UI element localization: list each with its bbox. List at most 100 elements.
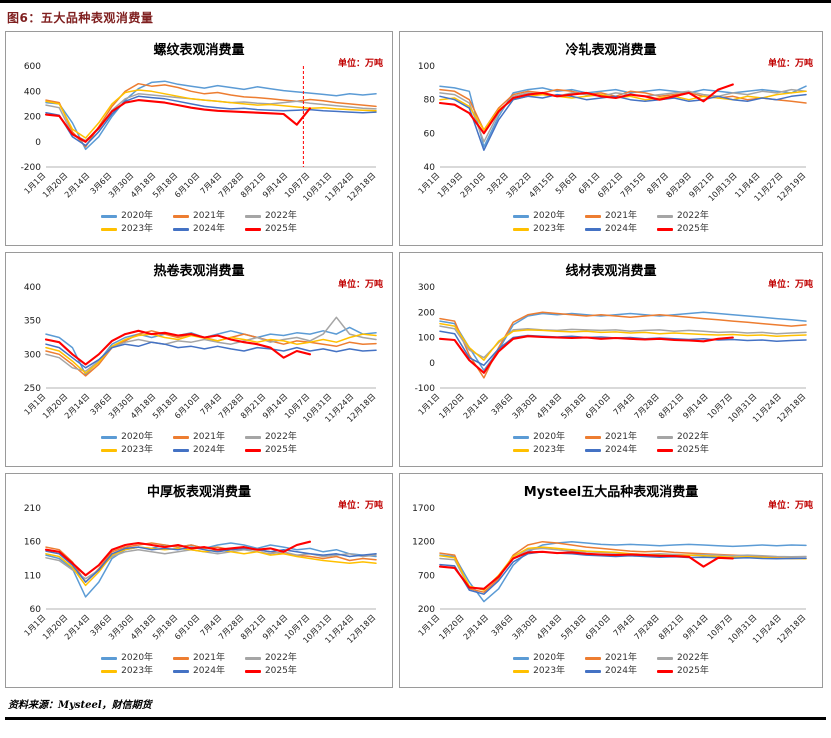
series-2025年 bbox=[438, 550, 734, 590]
svg-text:7月15日: 7月15日 bbox=[619, 171, 647, 199]
legend-label: 2021年 bbox=[605, 432, 637, 442]
legend-swatch bbox=[585, 435, 602, 439]
svg-text:1200: 1200 bbox=[412, 538, 435, 548]
legend-item-2024年: 2024年 bbox=[585, 665, 637, 677]
series-2024年 bbox=[45, 341, 377, 369]
svg-text:-100: -100 bbox=[415, 384, 436, 394]
legend-item-2021年: 2021年 bbox=[585, 652, 637, 664]
svg-text:9月14日: 9月14日 bbox=[681, 392, 709, 420]
svg-text:400: 400 bbox=[24, 283, 41, 293]
svg-text:200: 200 bbox=[418, 605, 435, 615]
svg-text:4月18日: 4月18日 bbox=[535, 613, 563, 641]
series-2021年 bbox=[45, 330, 377, 377]
series-2025年 bbox=[44, 540, 312, 577]
legend-item-2020年: 2020年 bbox=[513, 652, 565, 664]
chart-box-2: 冷轧表观消费量 单位：万吨 40 60 80 100 1月1日 1月19日 2月10日 3月2日 3… bbox=[399, 31, 823, 246]
legend-item-2022年: 2022年 bbox=[244, 652, 297, 664]
series-2025年 bbox=[438, 335, 734, 374]
svg-text:4月15日: 4月15日 bbox=[527, 171, 555, 199]
legend-swatch bbox=[101, 214, 118, 218]
legend-item-2022年: 2022年 bbox=[656, 652, 709, 664]
legend-label: 2024年 bbox=[605, 224, 637, 234]
svg-text:40: 40 bbox=[424, 163, 436, 173]
legend-swatch bbox=[656, 669, 673, 673]
legend-swatch bbox=[101, 227, 118, 231]
chart-box-1: 螺纹表观消费量 单位：万吨 -200 0 200 400 600 1月1日 1月20日 2月14日… bbox=[5, 31, 393, 246]
svg-text:300: 300 bbox=[418, 283, 435, 293]
figure-title: 图6：五大品种表观消费量 bbox=[7, 11, 154, 25]
series-2021年 bbox=[45, 82, 377, 148]
legend-label: 2022年 bbox=[264, 211, 297, 221]
svg-text:600: 600 bbox=[24, 62, 41, 72]
legend-swatch bbox=[513, 656, 530, 660]
legend-item-2024年: 2024年 bbox=[173, 665, 225, 677]
legend-label: 2023年 bbox=[121, 224, 154, 234]
legend-swatch bbox=[585, 669, 602, 673]
chart-legend: 2020年 2021年 2022年 2023年 2024年 2025年 bbox=[404, 210, 818, 235]
series-2023年 bbox=[439, 322, 807, 361]
legend-swatch bbox=[173, 669, 190, 673]
legend-item-2024年: 2024年 bbox=[173, 223, 225, 235]
legend-label: 2023年 bbox=[121, 666, 154, 676]
chart-plot: 4060801001月1日1月19日2月10日3月2日3月22日4月15日5月6… bbox=[417, 62, 808, 203]
legend-label: 2024年 bbox=[605, 445, 637, 455]
svg-text:110: 110 bbox=[24, 571, 41, 581]
chart-title: 线材表观消费量 bbox=[565, 264, 657, 279]
series-2021年 bbox=[439, 311, 807, 379]
legend-label: 2023年 bbox=[533, 445, 566, 455]
legend-label: 2023年 bbox=[121, 445, 154, 455]
legend-label: 2020年 bbox=[533, 211, 566, 221]
series-2025年 bbox=[44, 99, 312, 143]
legend-swatch bbox=[101, 435, 118, 439]
legend-item-2023年: 2023年 bbox=[513, 223, 565, 235]
legend-swatch bbox=[244, 227, 261, 231]
legend-item-2023年: 2023年 bbox=[513, 665, 565, 677]
legend-label: 2021年 bbox=[605, 211, 637, 221]
legend-swatch bbox=[513, 435, 530, 439]
legend-swatch bbox=[585, 656, 602, 660]
series-2024年 bbox=[439, 551, 807, 595]
svg-text:5月6日: 5月6日 bbox=[554, 171, 579, 196]
legend-swatch bbox=[513, 669, 530, 673]
chart-legend: 2020年 2021年 2022年 2023年 2024年 2025年 bbox=[404, 431, 818, 456]
legend-label: 2024年 bbox=[193, 224, 225, 234]
legend-label: 2025年 bbox=[264, 224, 297, 234]
svg-text:1月20日: 1月20日 bbox=[437, 613, 465, 641]
legend-swatch bbox=[244, 669, 261, 673]
legend-label: 2025年 bbox=[676, 445, 709, 455]
legend-label: 2025年 bbox=[264, 445, 297, 455]
legend-item-2025年: 2025年 bbox=[656, 665, 709, 677]
legend-item-2020年: 2020年 bbox=[101, 210, 153, 222]
legend-swatch bbox=[173, 227, 190, 231]
svg-text:0: 0 bbox=[35, 138, 41, 148]
chart-title: 冷轧表观消费量 bbox=[565, 43, 657, 58]
legend-item-2023年: 2023年 bbox=[513, 444, 565, 456]
unit-label: 单位：万吨 bbox=[767, 501, 813, 511]
svg-text:100: 100 bbox=[418, 62, 435, 72]
legend-label: 2025年 bbox=[264, 666, 297, 676]
legend-swatch bbox=[656, 227, 673, 231]
legend-item-2025年: 2025年 bbox=[244, 444, 297, 456]
series-2025年 bbox=[438, 83, 734, 135]
legend-item-2025年: 2025年 bbox=[244, 665, 297, 677]
chart-plot: 601101602101月1日1月20日2月14日3月6日3月30日4月18日5… bbox=[23, 504, 378, 645]
chart-title: 螺纹表观消费量 bbox=[153, 43, 245, 58]
svg-text:60: 60 bbox=[424, 129, 436, 139]
series-2024年 bbox=[439, 93, 807, 151]
chart-legend: 2020年 2021年 2022年 2023年 2024年 2025年 bbox=[404, 652, 818, 677]
charts-grid: 螺纹表观消费量 单位：万吨 -200 0 200 400 600 1月1日 1月20日 2月14日… bbox=[5, 31, 826, 688]
legend-item-2024年: 2024年 bbox=[585, 223, 637, 235]
legend-item-2021年: 2021年 bbox=[173, 652, 225, 664]
svg-text:100: 100 bbox=[418, 334, 435, 344]
legend-item-2020年: 2020年 bbox=[101, 431, 153, 443]
legend-label: 2023年 bbox=[533, 224, 566, 234]
legend-swatch bbox=[656, 656, 673, 660]
svg-text:80: 80 bbox=[424, 96, 436, 106]
legend-item-2022年: 2022年 bbox=[244, 210, 297, 222]
series-2020年 bbox=[45, 542, 377, 598]
legend-swatch bbox=[513, 448, 530, 452]
svg-text:350: 350 bbox=[24, 317, 41, 327]
svg-text:3月30日: 3月30日 bbox=[511, 392, 539, 420]
